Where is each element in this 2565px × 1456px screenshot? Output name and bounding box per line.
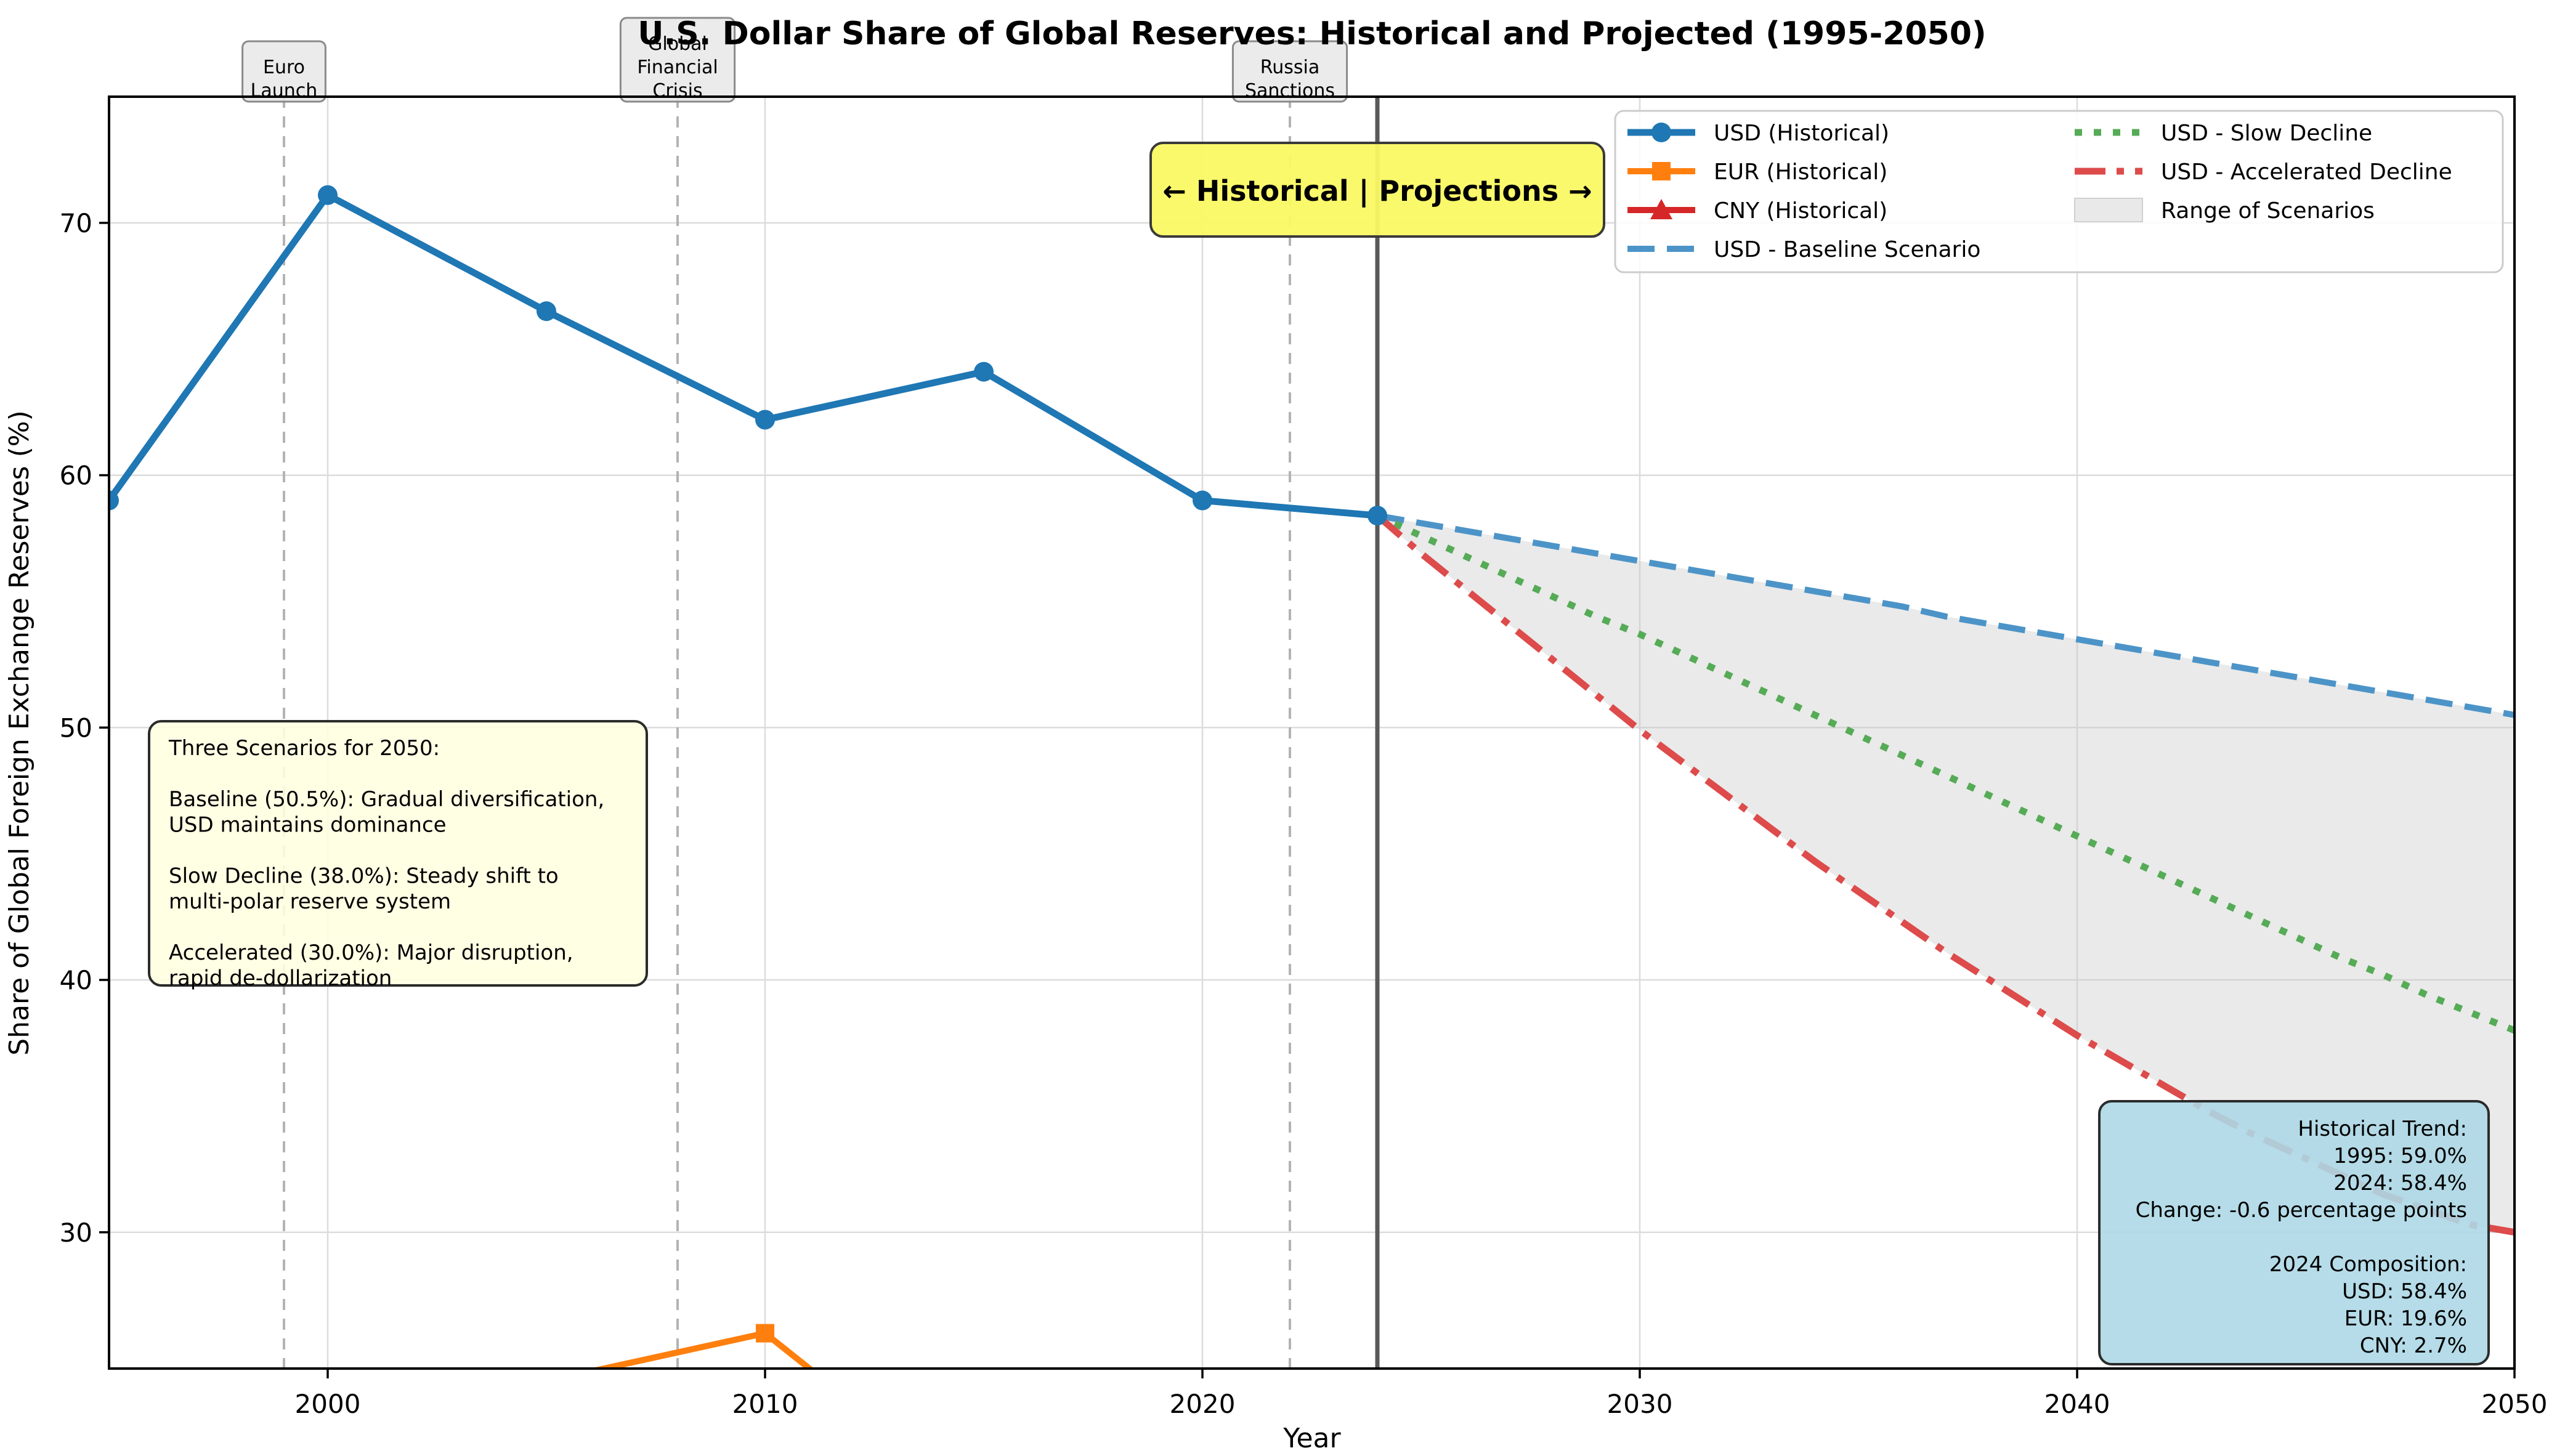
event-box-1999 xyxy=(241,40,326,103)
legend-frame xyxy=(1614,110,2504,273)
eur-marker-2005 xyxy=(537,1372,556,1390)
projection-label-text: ← Historical | Projections → xyxy=(1162,174,1592,208)
usd-marker-2000 xyxy=(318,185,338,205)
legend-label-baseline: USD - Baseline Scenario xyxy=(1714,237,1980,262)
scenarios-box xyxy=(148,720,648,987)
legend-marker-triangle xyxy=(1650,199,1672,219)
y-tick-label-40: 40 xyxy=(60,965,92,995)
y-axis-label: Share of Global Foreign Exchange Reserve… xyxy=(4,410,35,1055)
x-tick-label-2000: 2000 xyxy=(295,1389,361,1419)
event-label-2008-line: Global xyxy=(648,33,707,55)
legend-label-slow: USD - Slow Decline xyxy=(2161,121,2372,146)
summary-box xyxy=(2098,1100,2490,1365)
summary-box-text-line: 2024: 58.4% xyxy=(2333,1171,2467,1195)
summary-box-text-line: 2024 Composition: xyxy=(2269,1252,2467,1277)
x-axis-label: Year xyxy=(1282,1423,1341,1454)
event-label-1999-line: Launch xyxy=(251,80,318,102)
eur-marker-2020 xyxy=(1193,1445,1212,1456)
scenarios-box-text-line xyxy=(169,838,176,863)
usd-marker-2005 xyxy=(537,301,556,322)
summary-box-text-line: EUR: 19.6% xyxy=(2344,1306,2467,1331)
scenarios-box-text: Three Scenarios for 2050: Baseline (50.5… xyxy=(168,736,604,991)
usd-marker-1995 xyxy=(109,490,119,511)
legend-label-accel: USD - Accelerated Decline xyxy=(2161,160,2452,185)
x-tick-label-2010: 2010 xyxy=(732,1389,798,1419)
usd-marker-2015 xyxy=(974,362,994,382)
baseline-scenario-line xyxy=(1377,512,2514,718)
event-label-2022: Russia Sanctions xyxy=(1245,57,1335,102)
legend-marker-circle xyxy=(1651,123,1671,142)
usd-marker-2010 xyxy=(755,410,775,430)
legend-marker-square xyxy=(1652,162,1671,180)
usd-marker-2020 xyxy=(1193,490,1212,511)
y-tick-label-50: 50 xyxy=(60,713,92,743)
event-box-2022 xyxy=(1231,40,1348,103)
scenarios-box-text-line: Slow Decline (38.0%): Steady shift to xyxy=(169,864,559,889)
scenarios-box-text-line: Baseline (50.5%): Gradual diversificatio… xyxy=(169,787,604,812)
event-label-1999-line: Euro xyxy=(263,57,305,78)
scenarios-box-text-line: USD maintains dominance xyxy=(169,813,447,838)
event-box-2008 xyxy=(619,17,736,103)
x-tick-label-2040: 2040 xyxy=(2044,1389,2110,1419)
event-label-1999: Euro Launch xyxy=(251,57,318,102)
y-tick-label-30: 30 xyxy=(60,1218,92,1248)
summary-box-text-line: 1995: 59.0% xyxy=(2333,1144,2467,1168)
scenarios-box-text-line: Accelerated (30.0%): Major disruption, xyxy=(169,940,573,965)
legend-label-eur_hist: EUR (Historical) xyxy=(1714,160,1887,185)
range-of-scenarios-fill xyxy=(1377,516,2514,1232)
legend-label-range: Range of Scenarios xyxy=(2161,198,2375,224)
event-label-2008-line: Financial xyxy=(637,57,718,78)
y-tick-label-60: 60 xyxy=(60,461,92,491)
scenarios-box-text-line: rapid de-dollarization xyxy=(169,966,392,991)
event-label-2008-line: Crisis xyxy=(652,80,702,102)
annotation-boxes-layer: ← Historical | Projections → Three Scenar… xyxy=(148,142,2490,1365)
summary-box-text: Historical Trend: 1995: 59.0% 2024: 58.4% C… xyxy=(2136,1117,2467,1358)
scenarios-box-text-line: multi-polar reserve system xyxy=(169,889,451,914)
scenarios-box-text-line: Three Scenarios for 2050: xyxy=(168,736,440,761)
event-label-2022-line: Sanctions xyxy=(1245,80,1335,102)
summary-box-text-line: Change: -0.6 percentage points xyxy=(2136,1198,2467,1223)
plot-border xyxy=(108,95,2516,1370)
legend: USD (Historical) EUR (Historical) CNY (His… xyxy=(1614,110,2504,273)
range-fill-layer xyxy=(1377,516,2514,1232)
event-label-2008: Global Financial Crisis xyxy=(637,33,718,102)
axes-layer: 2000 2010 2020 2030 2040 2050 30 40 50 60 70 xyxy=(60,95,2548,1419)
summary-box-text-line: USD: 58.4% xyxy=(2342,1279,2467,1304)
summary-box-text-line: CNY: 2.7% xyxy=(2360,1333,2467,1358)
chart-title: U.S. Dollar Share of Global Reserves: Hi… xyxy=(638,15,1986,52)
event-label-2022-line: Russia xyxy=(1260,57,1320,78)
usd-historical-line xyxy=(109,190,1378,519)
usd-marker-2024 xyxy=(1368,506,1387,526)
scenarios-box-text-line xyxy=(169,915,176,940)
y-tick-label-70: 70 xyxy=(60,208,92,238)
x-tick-label-2020: 2020 xyxy=(1170,1389,1236,1419)
x-tick-label-2050: 2050 xyxy=(2482,1389,2548,1419)
eur-marker-2010 xyxy=(756,1324,774,1343)
scenarios-box-text-line xyxy=(169,762,176,787)
x-tick-label-2030: 2030 xyxy=(1607,1389,1673,1419)
summary-box-text-line: Historical Trend: xyxy=(2298,1117,2467,1141)
legend-label-cny_hist: CNY (Historical) xyxy=(1714,198,1887,224)
legend-label-usd_hist: USD (Historical) xyxy=(1714,121,1889,146)
projection-label-box xyxy=(1149,142,1605,238)
summary-box-text-line xyxy=(2460,1225,2467,1250)
legend-sample-range xyxy=(2074,198,2143,222)
